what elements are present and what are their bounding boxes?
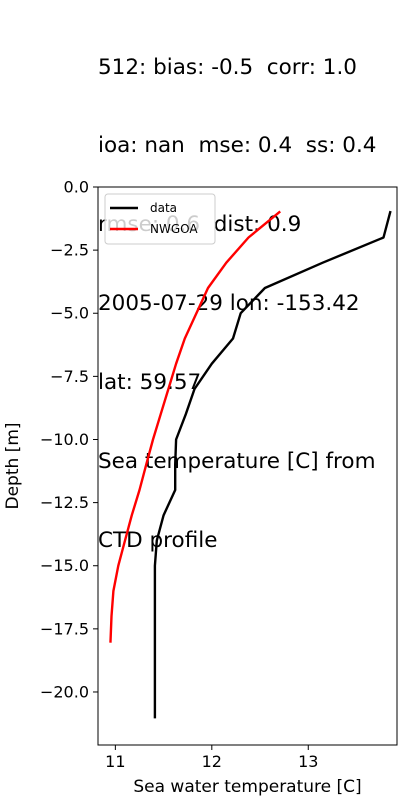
legend: data NWGOA bbox=[104, 193, 216, 245]
title-line: ioa: nan mse: 0.4 ss: 0.4 bbox=[98, 133, 377, 159]
y-tick-label: −10.0 bbox=[40, 430, 89, 449]
y-tick-label: −12.5 bbox=[40, 493, 89, 512]
plot-area-frame bbox=[97, 186, 398, 746]
y-tick-label: −5.0 bbox=[50, 304, 89, 323]
series-line-data bbox=[153, 210, 392, 719]
title-line: 2005-07-29 lon: -153.42 bbox=[98, 291, 360, 317]
x-axis: 11 12 13 bbox=[105, 745, 318, 771]
y-tick-label: −2.5 bbox=[50, 241, 89, 260]
y-axis-label: Depth [m] bbox=[3, 422, 23, 509]
legend-entry-nwgoa: NWGOA bbox=[150, 222, 198, 236]
x-tick-label: 12 bbox=[202, 752, 222, 771]
title-line: Sea temperature [C] from bbox=[98, 449, 376, 475]
title-line: 512: bias: -0.5 corr: 1.0 bbox=[98, 54, 357, 80]
legend-entry-data: data bbox=[150, 201, 177, 215]
x-tick-label: 13 bbox=[298, 752, 318, 771]
series-layer bbox=[109, 210, 392, 719]
x-tick-label: 11 bbox=[105, 752, 125, 771]
y-tick-label: −15.0 bbox=[40, 556, 89, 575]
x-axis-label: Sea water temperature [C] bbox=[133, 777, 361, 797]
y-tick-label: 0.0 bbox=[64, 178, 89, 197]
y-tick-label: −7.5 bbox=[50, 367, 89, 386]
title-line: CTD profile bbox=[98, 527, 218, 553]
title-line: lat: 59.57 bbox=[98, 370, 202, 396]
y-axis: 0.0 −2.5 −5.0 −7.5 −10.0 −12.5 −15.0 −17.5 −20.0 bbox=[40, 178, 98, 701]
legend-box bbox=[104, 193, 216, 245]
y-tick-label: −17.5 bbox=[40, 619, 89, 638]
series-line-nwgoa bbox=[109, 210, 281, 643]
y-tick-label: −20.0 bbox=[40, 682, 89, 701]
